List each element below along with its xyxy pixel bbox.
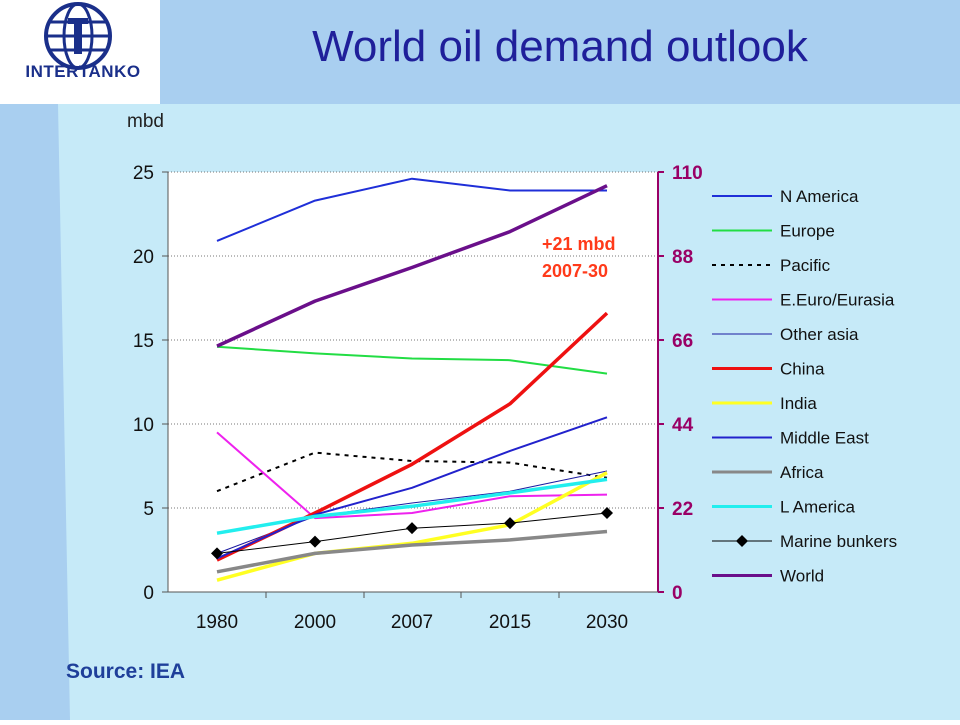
data-point-marker xyxy=(309,535,321,548)
data-point-marker xyxy=(211,547,223,560)
series-line xyxy=(216,416,608,560)
annotation: +21 mbd 2007-30 xyxy=(542,231,616,285)
series-line xyxy=(216,529,608,574)
title-band xyxy=(160,0,960,104)
y-tick-label-right: 110 xyxy=(672,163,703,184)
x-tick-label: 1980 xyxy=(196,612,238,633)
y-tick-label-right: 66 xyxy=(672,331,693,352)
series-line xyxy=(216,431,608,520)
y-tick-label-left: 25 xyxy=(133,163,154,184)
source-label: Source: IEA xyxy=(66,660,186,683)
globe-logo-icon xyxy=(44,2,112,70)
x-tick-label: 2030 xyxy=(586,612,628,633)
page-title: World oil demand outlook xyxy=(312,22,808,71)
legend-label: Europe xyxy=(780,222,835,241)
series-line xyxy=(216,477,608,535)
legend-label: India xyxy=(780,394,817,413)
y-tick-label-right: 0 xyxy=(672,583,683,604)
legend-label: L America xyxy=(780,498,856,517)
legend-label: Pacific xyxy=(780,256,831,275)
legend-label: E.Euro/Eurasia xyxy=(780,291,895,310)
y-tick-label-left: 20 xyxy=(133,247,154,268)
series-line xyxy=(216,177,607,242)
x-tick-label: 2007 xyxy=(391,612,433,633)
data-point-marker xyxy=(601,507,613,520)
legend-label: Middle East xyxy=(780,429,869,448)
y-tick-label-right: 44 xyxy=(672,415,694,436)
unit-label: mbd xyxy=(127,111,164,132)
annotation-line-1: +21 mbd xyxy=(542,234,616,254)
y-tick-label-left: 5 xyxy=(143,499,154,520)
logo-text: INTERTANKO xyxy=(25,62,141,81)
legend-label: World xyxy=(780,567,824,586)
x-tick-label: 2000 xyxy=(294,612,336,633)
legend-label: N America xyxy=(780,187,859,206)
series-line xyxy=(216,184,608,348)
plot-area xyxy=(168,172,658,592)
x-tick-label: 2015 xyxy=(489,612,531,633)
legend-label: Marine bunkers xyxy=(780,532,897,551)
legend-label: China xyxy=(780,360,825,379)
left-band xyxy=(0,0,160,720)
y-tick-label-left: 0 xyxy=(143,583,154,604)
y-tick-label-right: 22 xyxy=(672,499,693,520)
legend-label: Other asia xyxy=(780,325,859,344)
legend-marker xyxy=(736,535,748,547)
series-line xyxy=(216,345,608,375)
data-point-marker xyxy=(504,517,516,530)
annotation-line-2: 2007-30 xyxy=(542,261,609,281)
data-point-marker xyxy=(406,522,418,535)
y-tick-label-left: 10 xyxy=(133,415,154,436)
legend-label: Africa xyxy=(780,463,824,482)
chart: 0 5 10 15 20 25 0 22 44 66 88 110 1980 2000 2007 2015 20… xyxy=(133,163,897,633)
series-line xyxy=(216,451,608,493)
y-tick-label-left: 15 xyxy=(133,331,154,352)
y-tick-label-right: 88 xyxy=(672,247,693,268)
